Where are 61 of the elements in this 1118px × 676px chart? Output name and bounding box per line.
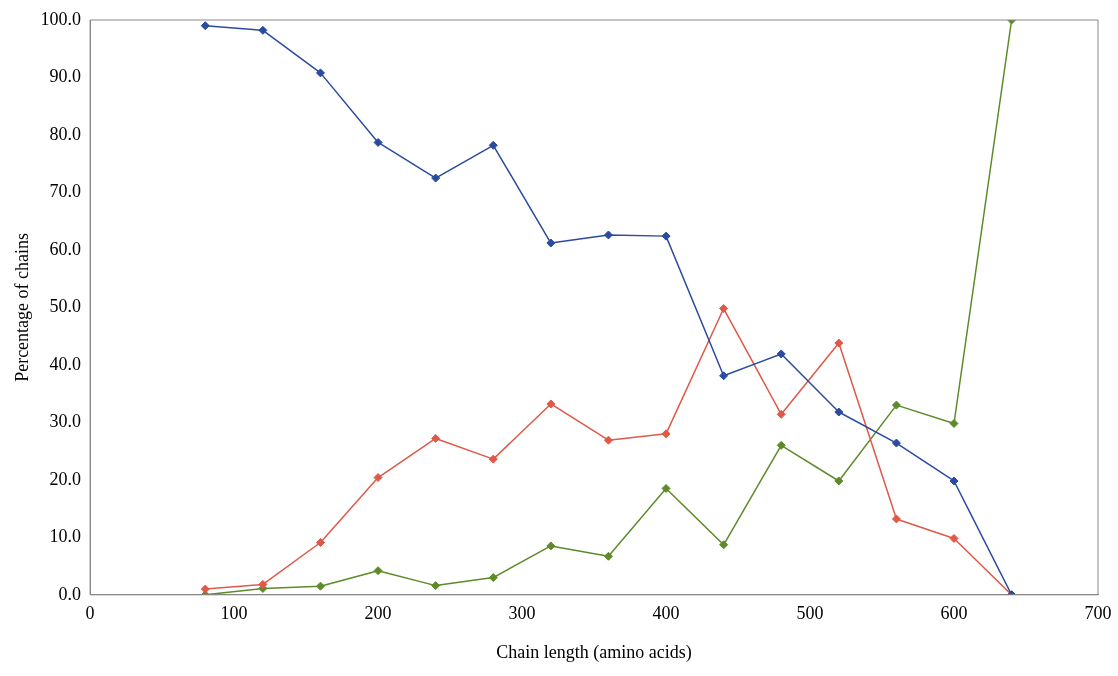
y-tick-label: 100.0 [40, 8, 82, 29]
x-tick-label: 400 [652, 603, 680, 624]
y-tick-label: 30.0 [49, 411, 82, 432]
point [834, 338, 844, 348]
point [488, 454, 498, 464]
y-tick-label: 60.0 [49, 238, 82, 259]
point [603, 551, 613, 561]
point [431, 433, 441, 443]
point [373, 137, 383, 147]
point [949, 533, 959, 543]
x-tick-label: 600 [940, 603, 968, 624]
point [373, 473, 383, 483]
point [258, 579, 268, 589]
y-tick-label: 90.0 [49, 66, 82, 87]
y-tick-label: 50.0 [49, 296, 82, 317]
point [834, 407, 844, 417]
x-tick-label: 200 [364, 603, 392, 624]
x-axis-title: Chain length (amino acids) [496, 641, 692, 663]
x-tick-label: 0 [85, 603, 95, 624]
point [488, 573, 498, 583]
point [488, 140, 498, 150]
point [661, 429, 671, 439]
point [949, 476, 959, 486]
y-tick-label: 80.0 [49, 123, 82, 144]
point [603, 230, 613, 240]
point [661, 483, 671, 493]
point [315, 581, 325, 591]
point [546, 238, 556, 248]
point [891, 514, 901, 524]
x-tick-label: 700 [1084, 603, 1112, 624]
x-tick-label: 100 [220, 603, 248, 624]
x-tick-label: 300 [508, 603, 536, 624]
point [546, 541, 556, 551]
point [431, 581, 441, 591]
point [258, 25, 268, 35]
point [719, 371, 729, 381]
point [834, 476, 844, 486]
point [719, 540, 729, 550]
y-tick-label: 70.0 [49, 181, 82, 202]
point [315, 537, 325, 547]
point [431, 173, 441, 183]
point [546, 399, 556, 409]
point [315, 68, 325, 78]
point [776, 409, 786, 419]
point [719, 304, 729, 314]
point [776, 349, 786, 359]
point [373, 566, 383, 576]
point [603, 435, 613, 445]
point [661, 231, 671, 241]
y-tick-label: 10.0 [49, 526, 82, 547]
y-tick-label: 20.0 [49, 468, 82, 489]
point [891, 400, 901, 410]
point [776, 440, 786, 450]
y-axis-title: Percentage of chains [11, 232, 32, 382]
point [949, 419, 959, 429]
y-tick-label: 0.0 [58, 583, 82, 604]
point [200, 584, 210, 594]
y-tick-label: 40.0 [49, 353, 82, 374]
x-tick-label: 500 [796, 603, 824, 624]
point [200, 21, 210, 31]
point [891, 438, 901, 448]
